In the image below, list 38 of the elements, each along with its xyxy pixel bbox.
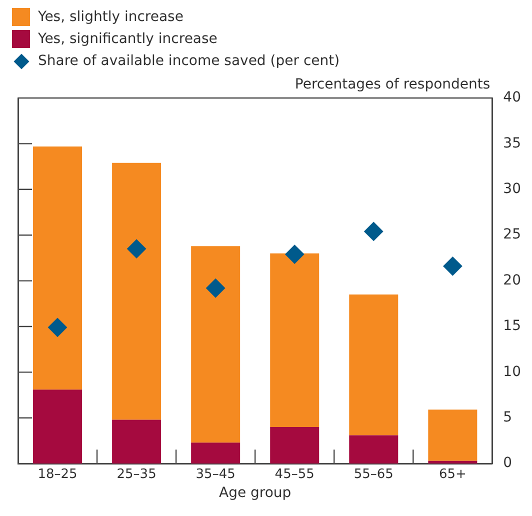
- x-tick-label: 25–35: [116, 466, 156, 482]
- bar: [270, 427, 320, 464]
- bar: [112, 162, 162, 420]
- bar: [112, 420, 162, 464]
- point: [285, 244, 304, 264]
- y-tick-label: 10: [503, 364, 522, 380]
- x-axis-title: Age group: [219, 485, 292, 502]
- x-tick-label: 45–55: [274, 466, 314, 482]
- legend-label: Yes, significantly increase: [38, 31, 218, 47]
- bar: [191, 246, 240, 443]
- point: [48, 318, 68, 337]
- bar: [191, 442, 240, 464]
- x-tick-label: 35–45: [196, 466, 236, 482]
- bar: [349, 435, 398, 464]
- y-tick-label: 0: [503, 455, 512, 472]
- y-tick-label: 30: [503, 181, 522, 198]
- bar: [428, 410, 478, 461]
- y-tick-label: 15: [503, 318, 522, 334]
- y-tick-label: 35: [503, 135, 522, 152]
- bar: [349, 294, 398, 436]
- point: [127, 239, 146, 258]
- y-tick-label: 5: [503, 410, 512, 426]
- x-tick-label: 18–25: [38, 466, 78, 482]
- y-tick-label: 20: [503, 272, 522, 288]
- point: [206, 278, 226, 298]
- legend-label: Share of available income saved (per cent): [38, 53, 340, 69]
- bar: [33, 390, 82, 464]
- point: [364, 222, 384, 241]
- y-axis-title: Percentages of respondents: [294, 76, 490, 93]
- y-tick-label: 25: [503, 226, 522, 243]
- point: [443, 256, 462, 276]
- y-tick-label: 40: [503, 90, 522, 106]
- x-tick-label: 55–65: [354, 466, 394, 482]
- bar: [33, 146, 82, 390]
- legend-label: Yes, slightly increase: [38, 9, 184, 25]
- bar: [270, 253, 320, 428]
- x-tick-label: 65+: [438, 466, 466, 482]
- bar: [428, 460, 478, 464]
